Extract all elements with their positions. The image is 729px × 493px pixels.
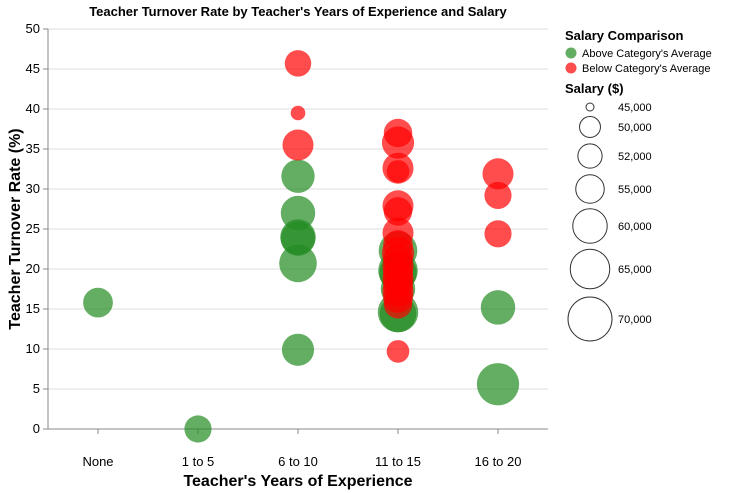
legend-size-label: 60,000 [618,221,652,233]
legend-size-circle [572,208,608,244]
y-axis-title: Teacher Turnover Rate (%) [7,128,24,329]
y-tick-label: 5 [33,381,40,396]
y-tick-label: 45 [26,61,40,76]
data-point [280,195,316,231]
data-point [290,105,306,121]
data-point [386,340,410,363]
legend-color-label: Below Category's Average [582,63,710,75]
x-tick-label: 11 to 15 [375,454,421,469]
data-point [83,287,113,318]
legend-color-swatch [565,62,577,74]
legend-size-label: 50,000 [618,122,652,134]
data-point [383,118,413,148]
legend-size-circle [569,248,611,290]
data-point [383,197,413,226]
legend-color-label: Above Category's Average [582,48,712,60]
data-point [484,220,512,248]
y-tick-label: 40 [26,101,40,116]
data-point [482,158,514,190]
legend-size-label: 52,000 [618,151,652,163]
data-point [184,415,212,443]
y-tick-label: 10 [26,341,40,356]
x-axis-title: Teacher's Years of Experience [183,473,412,490]
data-point [383,289,413,319]
data-point [480,290,516,325]
legend-size-label: 45,000 [618,102,652,114]
color-legend-title: Salary Comparison [565,28,684,43]
axes: 0 5 10 15 20 25 30 35 40 45 50 None 1 to 5 6 to 10 11 … [26,21,548,469]
y-tick-label: 0 [33,421,40,436]
data-point [386,160,410,183]
legend-size-label: 55,000 [618,184,652,196]
legend: Salary Comparison Salary ($) Above Categ… [565,28,712,342]
data-point [281,333,315,366]
data-point [476,363,520,406]
data-point [284,50,312,77]
legend-size-label: 70,000 [618,314,652,326]
y-tick-label: 50 [26,21,40,36]
chart-title: Teacher Turnover Rate by Teacher's Years… [89,4,507,19]
x-tick-label: 1 to 5 [182,454,215,469]
data-point [281,159,315,193]
x-tick-label: 16 to 20 [475,454,522,469]
data-point [484,181,512,209]
y-tick-label: 15 [26,301,40,316]
x-tick-label: 6 to 10 [278,454,318,469]
size-legend-title: Salary ($) [565,81,624,96]
data-point [280,221,316,256]
legend-size-circle [585,102,595,112]
data-points [83,50,520,443]
y-tick-label: 30 [26,181,40,196]
legend-size-label: 65,000 [618,264,652,276]
data-point [282,129,314,161]
x-tick-label: None [82,454,113,469]
legend-color-swatch [565,47,577,59]
y-tick-label: 35 [26,141,40,156]
y-tick-label: 25 [26,221,40,236]
y-tick-label: 20 [26,261,40,276]
data-point [279,244,317,283]
legend-size-circle [567,296,613,342]
legend-size-circle [579,116,601,138]
legend-size-circle [575,174,605,204]
legend-size-circle [577,143,603,169]
